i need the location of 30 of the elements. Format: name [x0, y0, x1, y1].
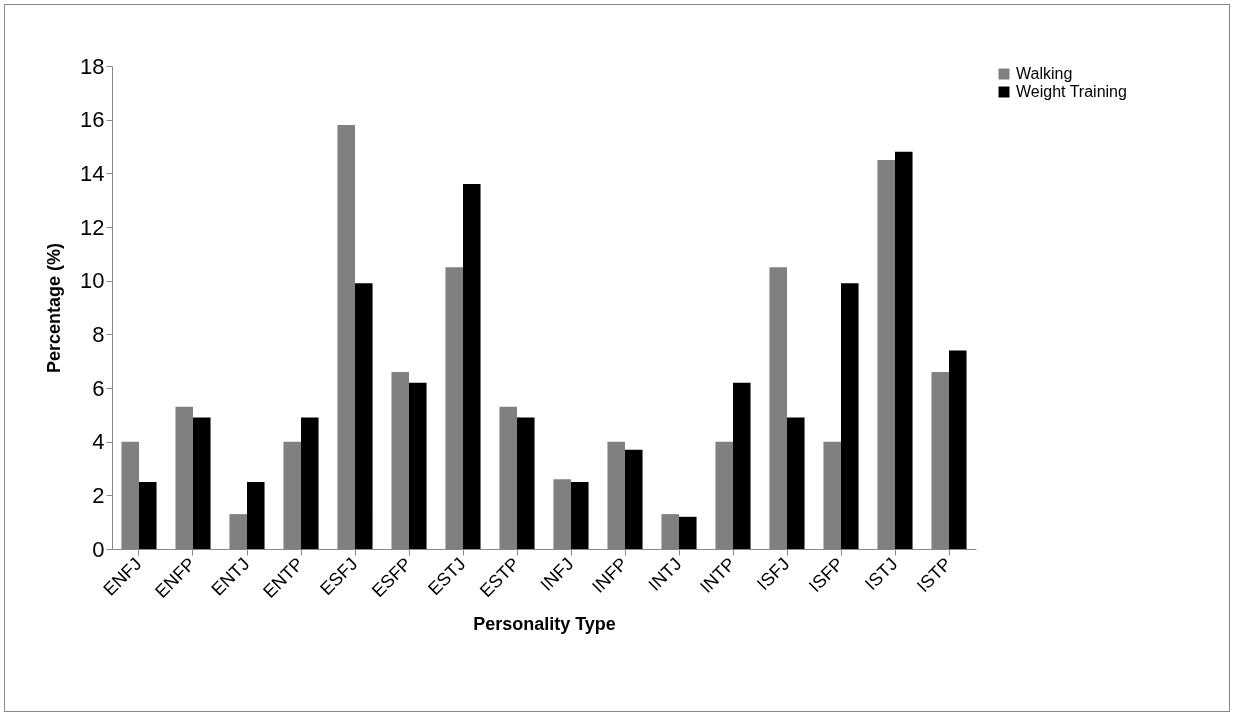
y-tick-label: 18	[80, 53, 105, 79]
y-tick-label: 4	[92, 429, 105, 455]
bar	[517, 417, 535, 549]
bar	[139, 481, 157, 549]
bar	[895, 151, 913, 549]
y-axis-title: Percentage (%)	[44, 242, 65, 374]
bar	[625, 449, 643, 549]
bar	[193, 417, 211, 549]
y-tick-label: 12	[80, 214, 105, 240]
legend-label: Weight Training	[1016, 83, 1127, 100]
bar	[301, 417, 319, 549]
bar	[409, 382, 427, 549]
y-tick-label: 6	[92, 375, 105, 401]
bar	[841, 283, 859, 549]
bar	[463, 184, 481, 549]
bar	[355, 283, 373, 549]
bar	[679, 516, 697, 549]
y-tick-label: 16	[80, 107, 105, 133]
bar	[571, 481, 589, 549]
bar	[949, 350, 967, 549]
y-tick-label: 2	[92, 482, 105, 508]
bar	[247, 481, 265, 549]
y-tick-label: 10	[80, 268, 105, 294]
x-axis-title: Personality Type	[473, 613, 616, 634]
bar	[733, 382, 751, 549]
y-tick-label: 8	[92, 321, 105, 347]
bar	[787, 417, 805, 549]
legend-label: Walking	[1016, 65, 1073, 82]
y-tick-label: 14	[80, 160, 105, 186]
y-tick-label: 0	[92, 536, 105, 562]
